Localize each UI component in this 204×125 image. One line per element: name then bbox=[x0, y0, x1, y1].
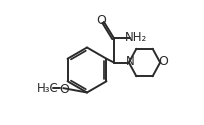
Text: NH₂: NH₂ bbox=[125, 31, 147, 44]
Text: H₃C: H₃C bbox=[37, 82, 59, 95]
Text: O: O bbox=[59, 83, 69, 96]
Text: O: O bbox=[158, 55, 168, 68]
Text: O: O bbox=[97, 14, 106, 27]
Text: N: N bbox=[126, 55, 135, 68]
